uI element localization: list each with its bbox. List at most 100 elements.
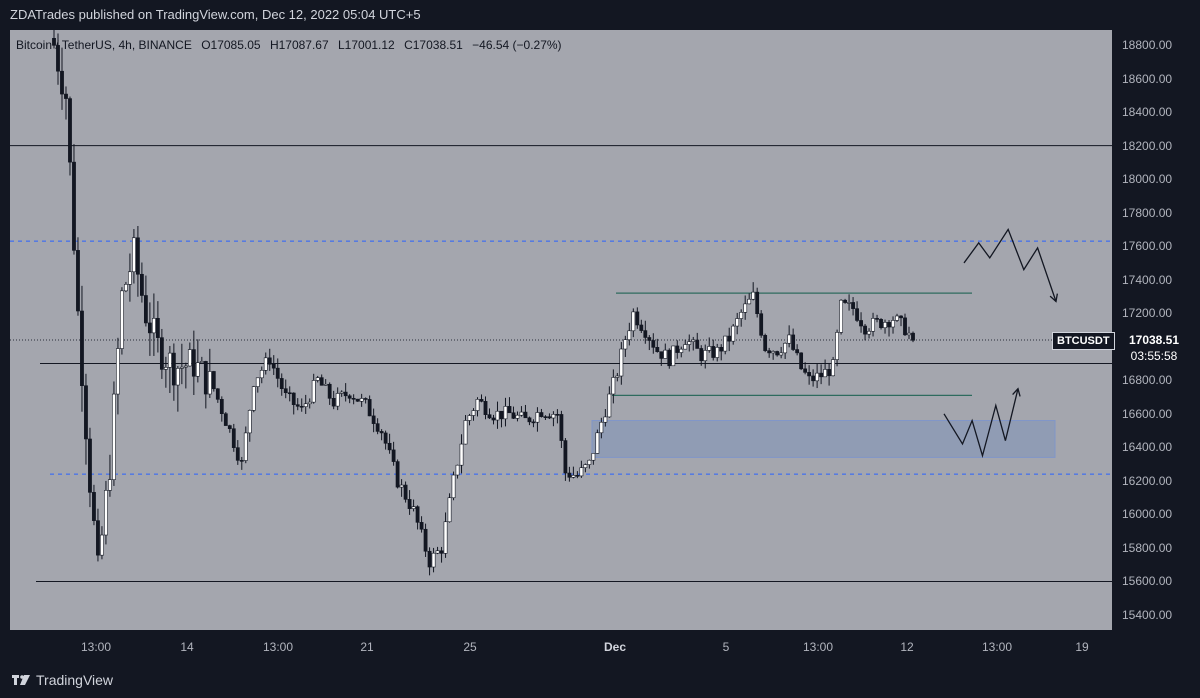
candle-body-down [635, 311, 640, 326]
price-label-symbol: BTCUSDT [1052, 332, 1115, 351]
candle-body-up [311, 380, 316, 403]
chart-plot-area[interactable]: Bitcoin / TetherUS, 4h, BINANCE O17085.0… [10, 30, 1112, 630]
candle [423, 523, 428, 557]
time-axis[interactable]: 13:00 14 13:00 21 25 Dec 5 13:00 12 13:00 19 [10, 630, 1112, 662]
candle-body-down [351, 397, 356, 400]
candle [599, 417, 604, 439]
price-tick-label: 18600.00 [1122, 71, 1173, 86]
candle-body-down [235, 447, 240, 461]
price-tick-label: 18000.00 [1122, 172, 1173, 187]
time-tick-label: 13:00 [981, 640, 1013, 654]
candle-body-down [811, 375, 816, 382]
candle-body-up [247, 410, 252, 434]
symbol-name[interactable]: Bitcoin / TetherUS, 4h, BINANCE [16, 38, 192, 52]
candle-body-up [823, 369, 828, 378]
candle [447, 493, 452, 523]
candle-body-up [679, 348, 684, 353]
publisher-bar: ZDATrades published on TradingView.com, … [0, 0, 1200, 30]
candle [563, 438, 568, 481]
candle [251, 385, 256, 413]
price-tick-label: 16600.00 [1122, 406, 1173, 421]
candle-body-down [96, 520, 100, 556]
candle [295, 398, 300, 411]
candle-body-down [659, 351, 664, 359]
candle-body-down [855, 308, 859, 321]
candle-body-up [871, 318, 875, 332]
candle [215, 388, 220, 403]
candle-body-up [623, 339, 628, 350]
candle [175, 365, 180, 412]
candle [451, 471, 456, 501]
candle [667, 348, 672, 369]
candle [767, 347, 772, 358]
price-chart[interactable] [10, 30, 1112, 630]
footer-bar: TradingView [0, 662, 1200, 698]
candle [343, 383, 348, 402]
candle-body-down [843, 299, 847, 303]
candle-body-down [72, 161, 76, 251]
candle [315, 375, 320, 383]
candle-body-up [359, 398, 364, 402]
candle-body-down [403, 484, 408, 500]
candle [68, 96, 72, 176]
time-tick-label: 25 [463, 640, 477, 654]
candle [231, 423, 236, 452]
candle [271, 355, 276, 375]
candle [807, 365, 812, 385]
candle [415, 505, 420, 530]
candle-body-down [795, 349, 800, 354]
price-tick-label: 18800.00 [1122, 38, 1173, 52]
candle [363, 397, 368, 404]
candle-body-up [751, 291, 756, 300]
candle [715, 343, 720, 362]
candle-body-up [335, 393, 340, 407]
candle-body-down [651, 340, 656, 348]
candle [443, 512, 448, 558]
candle-body-up [255, 377, 260, 387]
candle-body-down [875, 318, 879, 320]
candle [116, 337, 120, 415]
candle [707, 337, 712, 353]
candle-body-down [295, 404, 300, 407]
candle [283, 379, 288, 399]
candle-body-up [783, 342, 788, 354]
candle-body-down [136, 237, 140, 275]
candle [907, 326, 911, 340]
published-text: ZDATrades published on TradingView.com, … [10, 7, 421, 22]
candle [543, 415, 548, 420]
candle [891, 316, 895, 334]
candle [851, 297, 855, 316]
candle [487, 408, 492, 419]
candle-body-up [104, 490, 108, 536]
candle [379, 429, 384, 441]
candle [299, 398, 304, 412]
footer-brand[interactable]: TradingView [36, 672, 114, 688]
candle-body-down [563, 440, 568, 474]
candle [92, 484, 96, 526]
candle [727, 327, 732, 352]
candle-body-up [411, 506, 416, 509]
candle-body-up [671, 345, 676, 367]
candle [339, 390, 344, 397]
candle-body-up [835, 332, 839, 360]
candle [223, 412, 228, 426]
candle-body-down [643, 330, 648, 338]
price-tick-label: 17600.00 [1122, 239, 1173, 254]
candle-body-down [639, 324, 644, 331]
price-axis[interactable]: 18800.00 18600.00 18400.00 18200.00 18000.00… [1112, 30, 1200, 630]
candle [507, 397, 512, 414]
candle [859, 312, 863, 333]
candle-body-up [687, 341, 692, 345]
candle [539, 408, 544, 418]
candle-body-up [263, 357, 268, 371]
candle-body-up [339, 391, 344, 394]
candle-body-down [507, 406, 512, 414]
candle-body-down [239, 460, 244, 462]
candle [219, 396, 224, 422]
tradingview-logo-icon [12, 675, 30, 685]
candle-body-down [479, 399, 484, 402]
candle [287, 386, 292, 402]
candle-body-down [863, 325, 867, 335]
candle-body-up [731, 325, 736, 342]
current-price-label: BTCUSDT 17038.51 03:55:58 [1052, 331, 1192, 366]
